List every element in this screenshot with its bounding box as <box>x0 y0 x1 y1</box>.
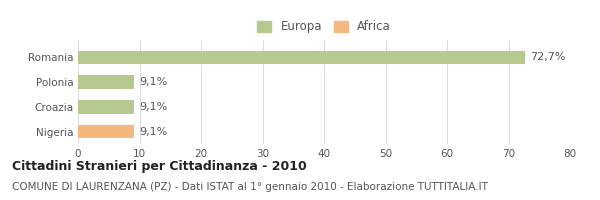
Legend: Europa, Africa: Europa, Africa <box>253 17 395 37</box>
Text: 9,1%: 9,1% <box>139 77 167 87</box>
Bar <box>78 51 525 64</box>
Text: Cittadini Stranieri per Cittadinanza - 2010: Cittadini Stranieri per Cittadinanza - 2… <box>12 160 307 173</box>
Text: COMUNE DI LAURENZANA (PZ) - Dati ISTAT al 1° gennaio 2010 - Elaborazione TUTTITA: COMUNE DI LAURENZANA (PZ) - Dati ISTAT a… <box>12 182 488 192</box>
Bar <box>78 75 134 89</box>
Bar <box>78 125 134 138</box>
Text: 9,1%: 9,1% <box>139 102 167 112</box>
Text: 9,1%: 9,1% <box>139 127 167 137</box>
Bar <box>78 100 134 114</box>
Text: 72,7%: 72,7% <box>530 52 566 62</box>
